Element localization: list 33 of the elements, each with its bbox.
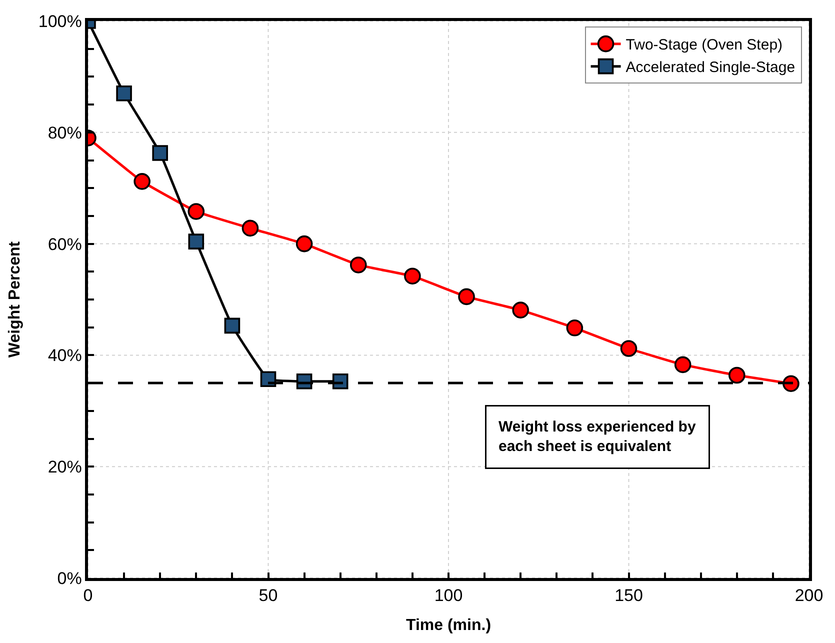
point <box>296 235 313 252</box>
point <box>188 203 205 220</box>
point <box>728 366 746 384</box>
x-tick-label: 50 <box>258 586 278 606</box>
point <box>674 356 692 374</box>
y-tick-label: 40% <box>48 346 82 366</box>
y-axis-title: Weight Percent <box>6 240 24 358</box>
legend-label: Accelerated Single-Stage <box>626 59 796 76</box>
x-tick-label: 0 <box>83 586 93 606</box>
point <box>350 256 367 274</box>
y-tick-label: 100% <box>38 12 82 31</box>
y-tick-label: 20% <box>48 458 82 477</box>
y-tick-label: 60% <box>48 234 82 254</box>
point <box>224 318 240 334</box>
y-tick-label: 0% <box>57 568 82 588</box>
point <box>566 320 584 336</box>
annotation: Weight loss experienced by each sheet is equivalent <box>498 418 696 455</box>
point <box>260 371 276 388</box>
x-axis-title: Time (min.) <box>406 616 492 634</box>
point <box>458 288 475 306</box>
point <box>620 340 638 357</box>
point <box>116 86 132 102</box>
point <box>512 302 529 318</box>
y-tick-label: 80% <box>48 123 82 142</box>
point <box>188 234 204 250</box>
point <box>134 173 150 190</box>
x-tick-label: 150 <box>614 586 643 606</box>
point <box>152 145 168 161</box>
x-tick-label: 200 <box>794 586 824 606</box>
point <box>242 220 259 237</box>
legend-label: Two-Stage (Oven Step) <box>626 36 783 54</box>
x-tick-label: 100 <box>434 586 463 606</box>
point <box>404 268 421 285</box>
